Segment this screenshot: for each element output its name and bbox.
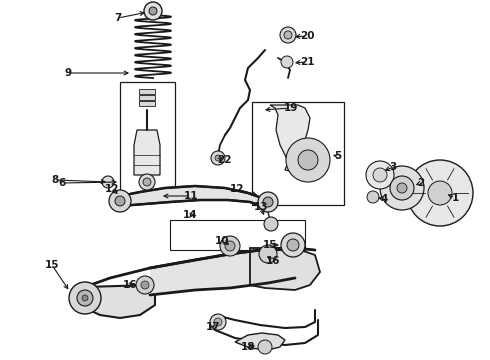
Circle shape — [287, 239, 299, 251]
Text: 8: 8 — [51, 175, 59, 185]
Text: 12: 12 — [105, 184, 119, 194]
Text: 16: 16 — [123, 280, 137, 290]
Circle shape — [139, 174, 155, 190]
Circle shape — [220, 236, 240, 256]
Circle shape — [215, 155, 221, 161]
Circle shape — [281, 233, 305, 257]
Circle shape — [373, 168, 387, 182]
Polygon shape — [270, 105, 318, 175]
Polygon shape — [134, 130, 160, 175]
Polygon shape — [235, 333, 285, 350]
Circle shape — [141, 281, 149, 289]
Circle shape — [390, 176, 414, 200]
Circle shape — [263, 197, 273, 207]
Text: 3: 3 — [390, 162, 396, 172]
Circle shape — [144, 2, 162, 20]
Circle shape — [366, 161, 394, 189]
Bar — [139, 89, 155, 94]
Circle shape — [211, 151, 225, 165]
Text: 1: 1 — [451, 193, 459, 203]
Circle shape — [210, 314, 226, 330]
Text: 22: 22 — [217, 155, 231, 165]
Polygon shape — [250, 248, 320, 290]
Circle shape — [149, 7, 157, 15]
Text: 4: 4 — [380, 194, 388, 204]
Circle shape — [284, 31, 292, 39]
Circle shape — [380, 166, 424, 210]
Bar — [139, 101, 155, 106]
Text: 19: 19 — [284, 103, 298, 113]
Circle shape — [280, 27, 296, 43]
Polygon shape — [120, 186, 268, 207]
Bar — [252, 102, 344, 205]
Circle shape — [102, 176, 114, 188]
Circle shape — [397, 183, 407, 193]
Text: 20: 20 — [300, 31, 314, 41]
Text: 6: 6 — [58, 178, 66, 188]
Bar — [170, 220, 305, 250]
Circle shape — [264, 217, 278, 231]
Text: 18: 18 — [241, 342, 255, 352]
Circle shape — [286, 138, 330, 182]
Bar — [120, 82, 175, 197]
Text: 14: 14 — [183, 210, 197, 220]
Circle shape — [82, 295, 88, 301]
Circle shape — [258, 340, 272, 354]
Circle shape — [298, 150, 318, 170]
Text: 16: 16 — [266, 256, 280, 266]
Circle shape — [69, 282, 101, 314]
Text: 15: 15 — [263, 240, 277, 250]
Circle shape — [136, 276, 154, 294]
Circle shape — [109, 190, 131, 212]
Polygon shape — [150, 248, 295, 295]
Text: 5: 5 — [334, 151, 342, 161]
Polygon shape — [85, 285, 155, 318]
Bar — [139, 95, 155, 100]
Circle shape — [225, 241, 235, 251]
Circle shape — [77, 290, 93, 306]
Text: 2: 2 — [417, 178, 425, 188]
Circle shape — [367, 191, 379, 203]
Text: 7: 7 — [114, 13, 122, 23]
Circle shape — [259, 245, 277, 263]
Circle shape — [115, 196, 125, 206]
Text: 17: 17 — [206, 322, 220, 332]
Text: 11: 11 — [184, 191, 198, 201]
Circle shape — [143, 178, 151, 186]
Text: 13: 13 — [254, 202, 268, 212]
Circle shape — [258, 192, 278, 212]
Circle shape — [428, 181, 452, 205]
Circle shape — [214, 318, 222, 326]
Circle shape — [407, 160, 473, 226]
Text: 21: 21 — [300, 57, 314, 67]
Circle shape — [281, 56, 293, 68]
Text: 12: 12 — [230, 184, 244, 194]
Text: 9: 9 — [65, 68, 72, 78]
Text: 15: 15 — [45, 260, 59, 270]
Text: 10: 10 — [215, 236, 229, 246]
